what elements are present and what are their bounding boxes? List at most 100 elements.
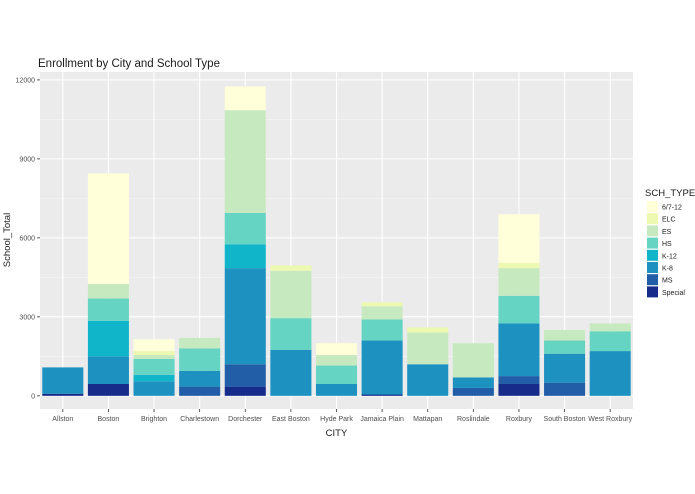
- x-tick-label: Roslindale: [457, 416, 490, 423]
- y-tick-label: 12000: [16, 77, 36, 84]
- legend: SCH_TYPE 6/7-12 ELC ES HS K-12 K-8 MS Special: [645, 188, 695, 298]
- bar-segment-es: [87, 283, 129, 299]
- legend-label: MS: [662, 278, 673, 285]
- bar-segment-k-8: [270, 349, 312, 396]
- bar-segment-k-8: [315, 383, 358, 396]
- bar-segment-hs: [498, 295, 540, 324]
- legend-key: [647, 201, 658, 212]
- bar-segment-hs: [361, 319, 403, 341]
- bar-segment-es: [361, 306, 403, 320]
- bar-segment-hs: [315, 365, 358, 384]
- bar-segment-k-8: [589, 351, 631, 396]
- legend-key: [647, 274, 658, 286]
- legend-label: Special: [662, 290, 685, 297]
- x-tick-label: Mattapan: [413, 416, 442, 423]
- bar-segment-special: [224, 386, 266, 396]
- bar-segment-ms: [179, 386, 221, 396]
- legend-title: SCH_TYPE: [645, 188, 695, 199]
- bar-segment-ms: [498, 376, 540, 384]
- bar-segment-hs: [270, 318, 312, 350]
- bar-segment-elc: [361, 302, 403, 307]
- legend-label: 6/7-12: [662, 205, 682, 212]
- bar-segment-hs: [224, 212, 266, 245]
- bar-segment-k-8: [361, 340, 403, 395]
- bar-segment-k-12: [133, 374, 175, 382]
- bar-segment-hs: [544, 340, 586, 354]
- bar-segment-hs: [179, 348, 221, 371]
- y-axis-label: School_Total: [2, 213, 13, 267]
- axes: 0 3000 6000 9000 12000 Allston Boston Brighton C…: [16, 77, 633, 423]
- bar-segment-ms: [544, 382, 586, 396]
- bar-segment-es: [498, 268, 540, 296]
- bar-segment-es: [407, 332, 449, 365]
- bar-segment-6-7-12: [224, 86, 266, 111]
- x-tick-label: Boston: [98, 416, 120, 423]
- legend-key: [647, 237, 658, 249]
- legend-label: HS: [662, 241, 672, 248]
- bar-segment-6-7-12: [498, 214, 540, 263]
- x-tick-label: Roxbury: [506, 416, 533, 423]
- legend-label: K-12: [662, 253, 677, 260]
- x-tick-label: Hyde Park: [320, 416, 353, 423]
- bar-segment-k-8: [224, 268, 266, 365]
- legend-key: [647, 249, 658, 261]
- bar-segment-elc: [270, 265, 312, 271]
- bar-segment-k-8: [544, 353, 586, 383]
- bar-segment-elc: [407, 327, 449, 333]
- legend-key: [647, 262, 658, 273]
- bar-segment-es: [452, 343, 494, 378]
- bar-segment-k-8: [42, 367, 84, 394]
- bar-segment-special: [498, 383, 540, 396]
- bar-segment-es: [589, 323, 631, 332]
- bar-segment-k-8: [407, 364, 449, 396]
- legend-key: [647, 213, 658, 225]
- bar-segment-special: [87, 383, 129, 396]
- bar-segment-k-8: [452, 377, 494, 388]
- x-tick-label: Jamaica Plain: [360, 416, 404, 423]
- bar-segment-es: [133, 355, 175, 359]
- bars: [42, 86, 631, 396]
- x-tick-label: West Roxbury: [588, 416, 632, 423]
- x-tick-label: Dorchester: [228, 416, 263, 423]
- x-tick-label: Brighton: [141, 416, 167, 423]
- x-tick-label: East Boston: [272, 416, 310, 423]
- x-axis-label: CITY: [326, 428, 348, 439]
- y-tick-label: 9000: [19, 156, 35, 163]
- bar-segment-6-7-12: [315, 343, 358, 356]
- legend-key: [647, 225, 658, 237]
- bar-segment-es: [224, 110, 266, 213]
- bar-segment-hs: [87, 298, 129, 321]
- bar-segment-k-12: [87, 320, 129, 357]
- y-tick-label: 6000: [19, 235, 35, 242]
- bar-segment-6-7-12: [133, 339, 175, 352]
- bar-segment-6-7-12: [87, 173, 129, 284]
- bar-segment-k-8: [87, 356, 129, 384]
- bar-segment-es: [544, 330, 586, 341]
- bar-segment-k-12: [224, 244, 266, 269]
- y-tick-label: 0: [31, 393, 35, 400]
- bar-segment-hs: [133, 358, 175, 375]
- x-tick-label: Charlestown: [180, 416, 219, 423]
- legend-key: [647, 286, 658, 298]
- bar-segment-k-8: [133, 381, 175, 396]
- x-tick-label: Allston: [52, 416, 73, 423]
- legend-label: K-8: [662, 266, 673, 273]
- legend-label: ES: [662, 229, 672, 236]
- bar-segment-k-8: [498, 323, 540, 377]
- bar-segment-special: [42, 393, 84, 396]
- bar-segment-es: [179, 337, 221, 349]
- x-tick-label: South Boston: [544, 416, 586, 423]
- bar-segment-ms: [452, 387, 494, 396]
- bar-segment-hs: [589, 331, 631, 352]
- bar-segment-elc: [133, 351, 175, 356]
- y-tick-label: 3000: [19, 314, 35, 321]
- bar-segment-es: [315, 355, 358, 366]
- chart-title: Enrollment by City and School Type: [38, 58, 220, 70]
- bar-segment-es: [270, 270, 312, 319]
- bar-segment-ms: [224, 364, 266, 387]
- legend-label: ELC: [662, 217, 676, 224]
- bar-segment-elc: [498, 262, 540, 269]
- bar-segment-special: [361, 394, 403, 396]
